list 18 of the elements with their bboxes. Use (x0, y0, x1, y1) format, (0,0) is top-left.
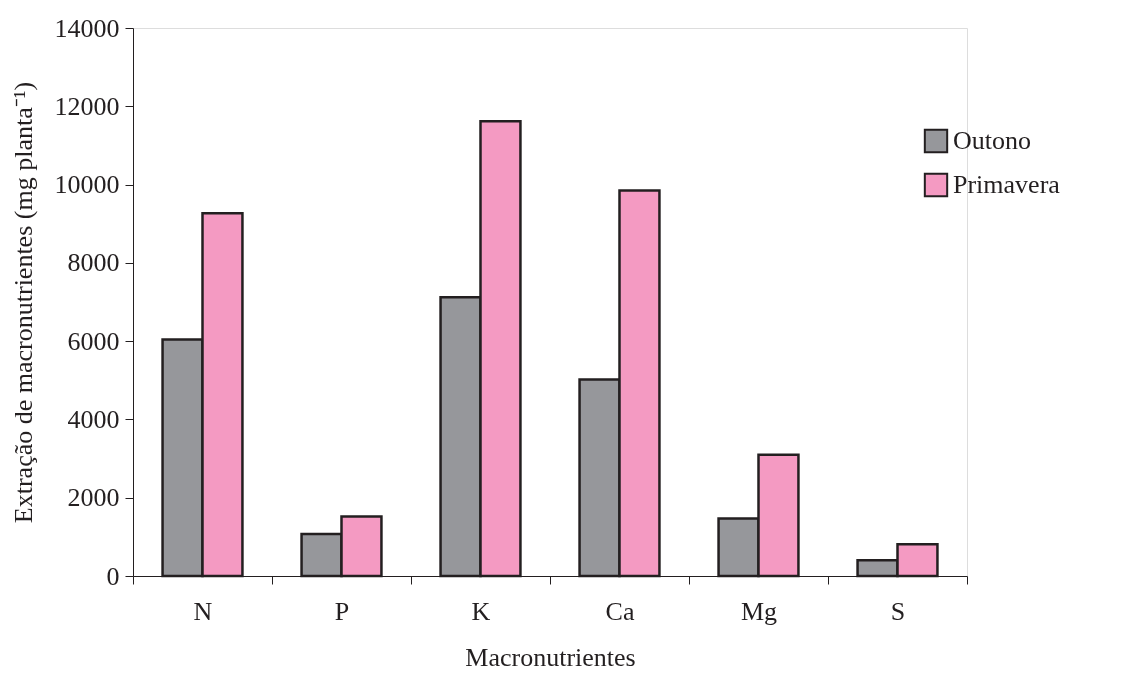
y-tick-label: 0 (106, 561, 120, 591)
x-tick-label: Ca (605, 596, 635, 626)
y-tick-label: 6000 (67, 326, 120, 356)
y-tick-label: 4000 (67, 404, 120, 434)
x-tick-label: K (471, 596, 491, 626)
x-tick-label: Mg (740, 596, 778, 626)
y-tick-label: 8000 (67, 248, 120, 278)
legend-label: Outono (953, 126, 1031, 155)
y-tick-label: 10000 (54, 170, 120, 200)
x-tick-label: S (890, 596, 906, 626)
y-tick-label: 2000 (67, 483, 120, 513)
legend-label: Primavera (953, 170, 1061, 199)
y-axis-title: Extração de macronutrientes (mg planta⁻¹) (8, 81, 38, 524)
x-tick-label: N (193, 596, 213, 626)
y-tick-label: 12000 (54, 91, 120, 121)
y-tick-label: 14000 (54, 13, 120, 43)
x-tick-label: P (334, 596, 350, 626)
x-axis-title: Macronutrientes (465, 642, 636, 672)
